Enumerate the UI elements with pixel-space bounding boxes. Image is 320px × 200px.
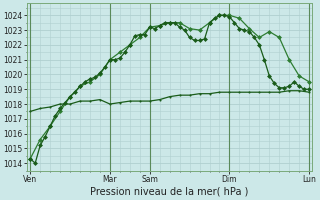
- X-axis label: Pression niveau de la mer( hPa ): Pression niveau de la mer( hPa ): [91, 187, 249, 197]
